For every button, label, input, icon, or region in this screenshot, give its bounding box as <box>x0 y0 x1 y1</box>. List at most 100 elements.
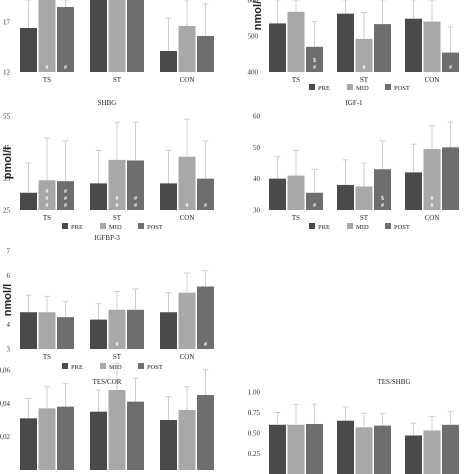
y-tick-label: 500 <box>248 33 259 41</box>
significance-mark: # <box>46 189 49 195</box>
bar-post-st <box>127 0 144 72</box>
bar-post-ts <box>57 406 74 470</box>
bar-mid-con <box>178 410 196 470</box>
y-tick-label: 7 <box>7 248 11 256</box>
x-category-label: TS <box>43 353 51 361</box>
significance-mark: # <box>64 189 67 195</box>
bar-pre-con <box>160 51 177 72</box>
y-tick-label: 0,04 <box>0 400 11 408</box>
bar-mid-con <box>423 430 441 474</box>
legend-label-post: POST <box>147 364 163 371</box>
x-category-label: ST <box>113 76 122 84</box>
bar-post-st <box>374 169 391 210</box>
x-category-label: TS <box>43 76 51 84</box>
y-tick-label: 0.50 <box>248 430 261 438</box>
bar-pre-ts <box>20 312 37 349</box>
bar-mid-ts <box>38 312 56 349</box>
x-category-label: ST <box>113 353 122 361</box>
x-category-label: ST <box>360 214 369 222</box>
legend-swatch-mid <box>100 223 106 229</box>
bar-pre-con <box>160 420 177 470</box>
legend-label-mid: MID <box>356 85 369 92</box>
bar-pre-ts <box>269 424 286 474</box>
x-category-label: CON <box>425 214 440 222</box>
significance-mark: # <box>46 203 49 209</box>
legend-swatch-mid <box>347 84 353 90</box>
chart-title: IGF-1 <box>345 99 363 107</box>
y-tick-label: 40 <box>253 175 261 183</box>
x-category-label: CON <box>180 214 195 222</box>
significance-mark: # <box>363 65 366 71</box>
bar-pre-st <box>90 319 107 349</box>
chart-title: SHBG <box>98 99 117 107</box>
y-tick-label: 30 <box>253 207 261 215</box>
y-axis-label: nmol/l <box>2 284 14 316</box>
bar-pre-con <box>405 18 422 72</box>
significance-mark: # <box>116 342 119 348</box>
bar-post-ts <box>306 192 323 210</box>
legend-swatch-mid <box>100 363 106 369</box>
legend-swatch-post <box>138 223 144 229</box>
legend-swatch-pre <box>309 223 315 229</box>
x-category-label: ST <box>113 214 122 222</box>
x-category-label: TS <box>43 214 51 222</box>
chart-title: IGFBP-3 <box>94 234 120 242</box>
significance-mark: # <box>46 196 49 202</box>
bar-post-st <box>127 160 144 210</box>
significance-mark: # <box>64 196 67 202</box>
legend-swatch-pre <box>62 363 68 369</box>
legend-label-pre: PRE <box>318 224 330 231</box>
x-category-label: CON <box>425 76 440 84</box>
bar-mid-ts <box>38 0 56 72</box>
bar-pre-st <box>337 184 354 210</box>
y-tick-label: 5 <box>7 297 11 305</box>
bar-mid-ts <box>38 180 56 210</box>
y-tick-label: 4 <box>7 321 11 329</box>
legend-swatch-mid <box>347 223 353 229</box>
significance-mark: # <box>204 203 207 209</box>
y-tick-label: 60 <box>253 113 261 121</box>
bar-post-con <box>197 395 214 470</box>
bar-pre-con <box>405 172 422 210</box>
bar-pre-st <box>337 420 354 474</box>
y-tick-label: 0.75 <box>248 409 261 417</box>
y-tick-label: 45 <box>3 144 11 152</box>
legend-label-pre: PRE <box>71 364 83 371</box>
legend-label-post: POST <box>394 224 410 231</box>
legend-label-pre: PRE <box>318 85 330 92</box>
bar-pre-st <box>90 411 107 470</box>
bar-post-ts <box>57 7 74 72</box>
y-tick-label: 35 <box>3 175 11 183</box>
significance-mark: # <box>134 203 137 209</box>
bar-mid-st <box>108 309 126 349</box>
y-tick-label: 50 <box>253 144 261 152</box>
bar-pre-st <box>337 13 354 72</box>
significance-mark: # <box>313 203 316 209</box>
legend-label-post: POST <box>394 85 410 92</box>
bar-mid-con <box>423 148 441 210</box>
bar-pre-con <box>160 312 177 349</box>
legend-label-post: POST <box>147 224 163 231</box>
legend-swatch-post <box>138 363 144 369</box>
y-tick-label: 12 <box>3 69 11 77</box>
significance-mark: # <box>46 65 49 71</box>
bar-pre-ts <box>269 178 286 210</box>
bar-mid-st <box>108 159 126 210</box>
bar-pre-con <box>160 183 177 210</box>
legend-label-pre: PRE <box>71 224 83 231</box>
significance-mark: # <box>204 342 207 348</box>
bar-post-ts <box>306 423 323 474</box>
bar-mid-con <box>178 26 196 72</box>
significance-mark: # <box>431 196 434 202</box>
y-tick-label: 1.00 <box>248 389 261 397</box>
significance-mark: # <box>431 203 434 209</box>
y-tick-label: 55 <box>3 113 11 121</box>
y-tick-label: 3 <box>7 346 11 354</box>
x-category-label: TS <box>292 214 300 222</box>
bar-mid-con <box>423 21 441 73</box>
legend-label-mid: MID <box>109 364 122 371</box>
bar-mid-ts <box>38 408 56 470</box>
y-axis-label: pmol/l <box>2 147 14 179</box>
significance-mark: # <box>313 65 316 71</box>
significance-mark: # <box>449 65 452 71</box>
